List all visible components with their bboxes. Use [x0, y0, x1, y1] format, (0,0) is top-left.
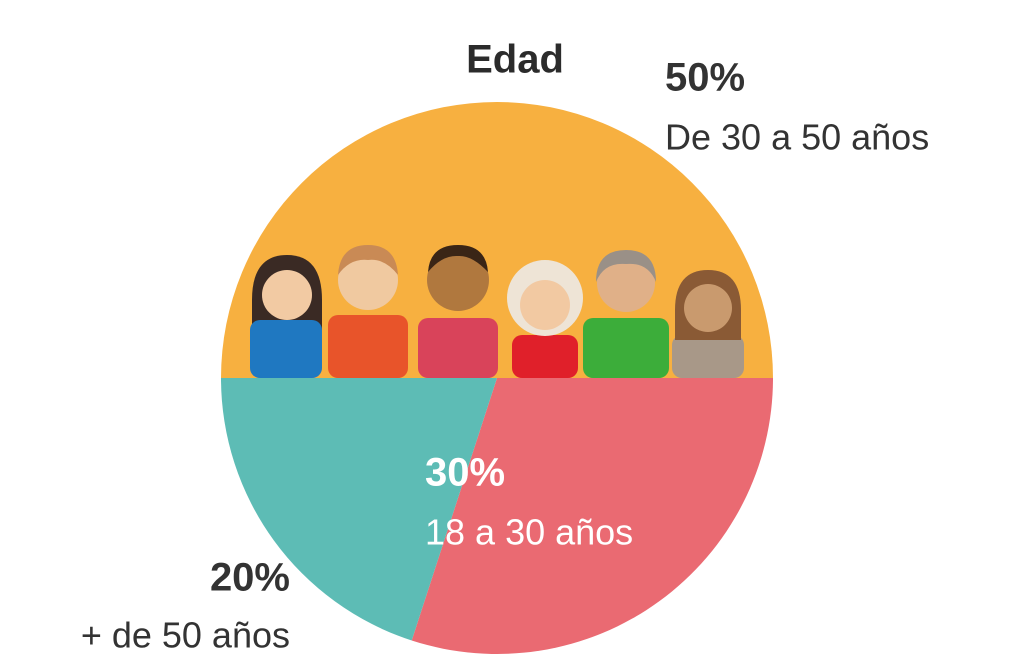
body [328, 315, 408, 378]
value-label: 50% [665, 56, 745, 100]
head [684, 284, 732, 332]
body [418, 318, 498, 378]
value-label: 20% [210, 556, 290, 600]
value-label: 30% [425, 451, 505, 495]
head [520, 280, 570, 330]
chart-title: Edad [466, 38, 564, 82]
body [512, 335, 578, 378]
body [250, 320, 322, 378]
category-label: De 30 a 50 años [665, 117, 929, 158]
head [262, 270, 312, 320]
page: Edad 50% De 30 a 50 años 30% 18 a 30 años 20… [0, 0, 1024, 657]
category-label: + de 50 años [81, 615, 290, 656]
body [672, 335, 744, 378]
chart: Edad 50% De 30 a 50 años 30% 18 a 30 años 20… [0, 0, 1024, 657]
body [583, 318, 669, 378]
category-label: 18 a 30 años [425, 512, 633, 553]
